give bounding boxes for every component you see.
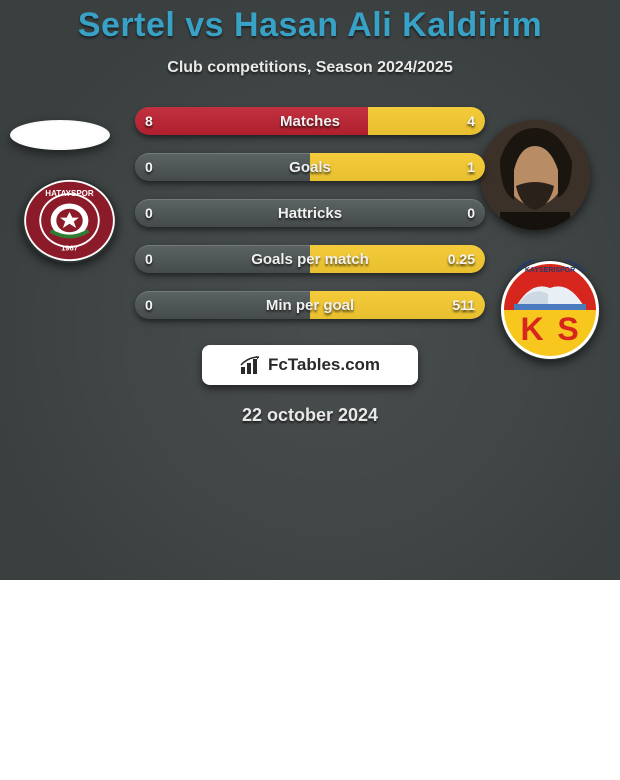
stat-value-right: 511 (452, 291, 475, 319)
svg-text:HATAYSPOR: HATAYSPOR (45, 189, 94, 198)
stat-value-right: 1 (467, 153, 475, 181)
page-title: Sertel vs Hasan Ali Kaldirim (0, 0, 620, 45)
stat-row: 0511Min per goal (135, 291, 485, 319)
bar-chart-icon (240, 355, 262, 375)
stat-value-left: 0 (145, 199, 153, 227)
svg-text:K: K (520, 311, 543, 347)
fctables-badge: FcTables.com (202, 345, 418, 385)
stat-row: 01Goals (135, 153, 485, 181)
player-left-avatar (10, 120, 110, 150)
svg-text:1967: 1967 (61, 244, 78, 253)
svg-text:S: S (557, 311, 578, 347)
stat-bar-right (310, 153, 485, 181)
stat-value-right: 4 (467, 107, 475, 135)
stat-row: 00.25Goals per match (135, 245, 485, 273)
badge-text: FcTables.com (268, 355, 380, 375)
club-left-crest: HATAYSPOR 1967 (22, 178, 117, 263)
svg-text:KAYSERISPOR: KAYSERISPOR (525, 267, 575, 274)
stat-value-left: 0 (145, 291, 153, 319)
stat-row: 0 0Hattricks (135, 199, 485, 227)
stats-container: 84Matches01Goals00Hattricks00.25Goals pe… (135, 107, 485, 319)
stat-value-left: 8 (145, 107, 153, 135)
club-right-crest: K S KAYSERISPOR (500, 260, 600, 360)
stat-value-right: 0.25 (448, 245, 475, 273)
stat-value-left: 0 (145, 153, 153, 181)
stat-value-right: 0 (467, 199, 475, 227)
stat-row: 84Matches (135, 107, 485, 135)
stat-value-left: 0 (145, 245, 153, 273)
stat-bar-left (135, 107, 368, 135)
stat-label: Hattricks (135, 199, 485, 227)
subtitle: Club competitions, Season 2024/2025 (0, 59, 620, 77)
player-right-avatar (480, 120, 590, 230)
date-text: 22 october 2024 (0, 405, 620, 426)
